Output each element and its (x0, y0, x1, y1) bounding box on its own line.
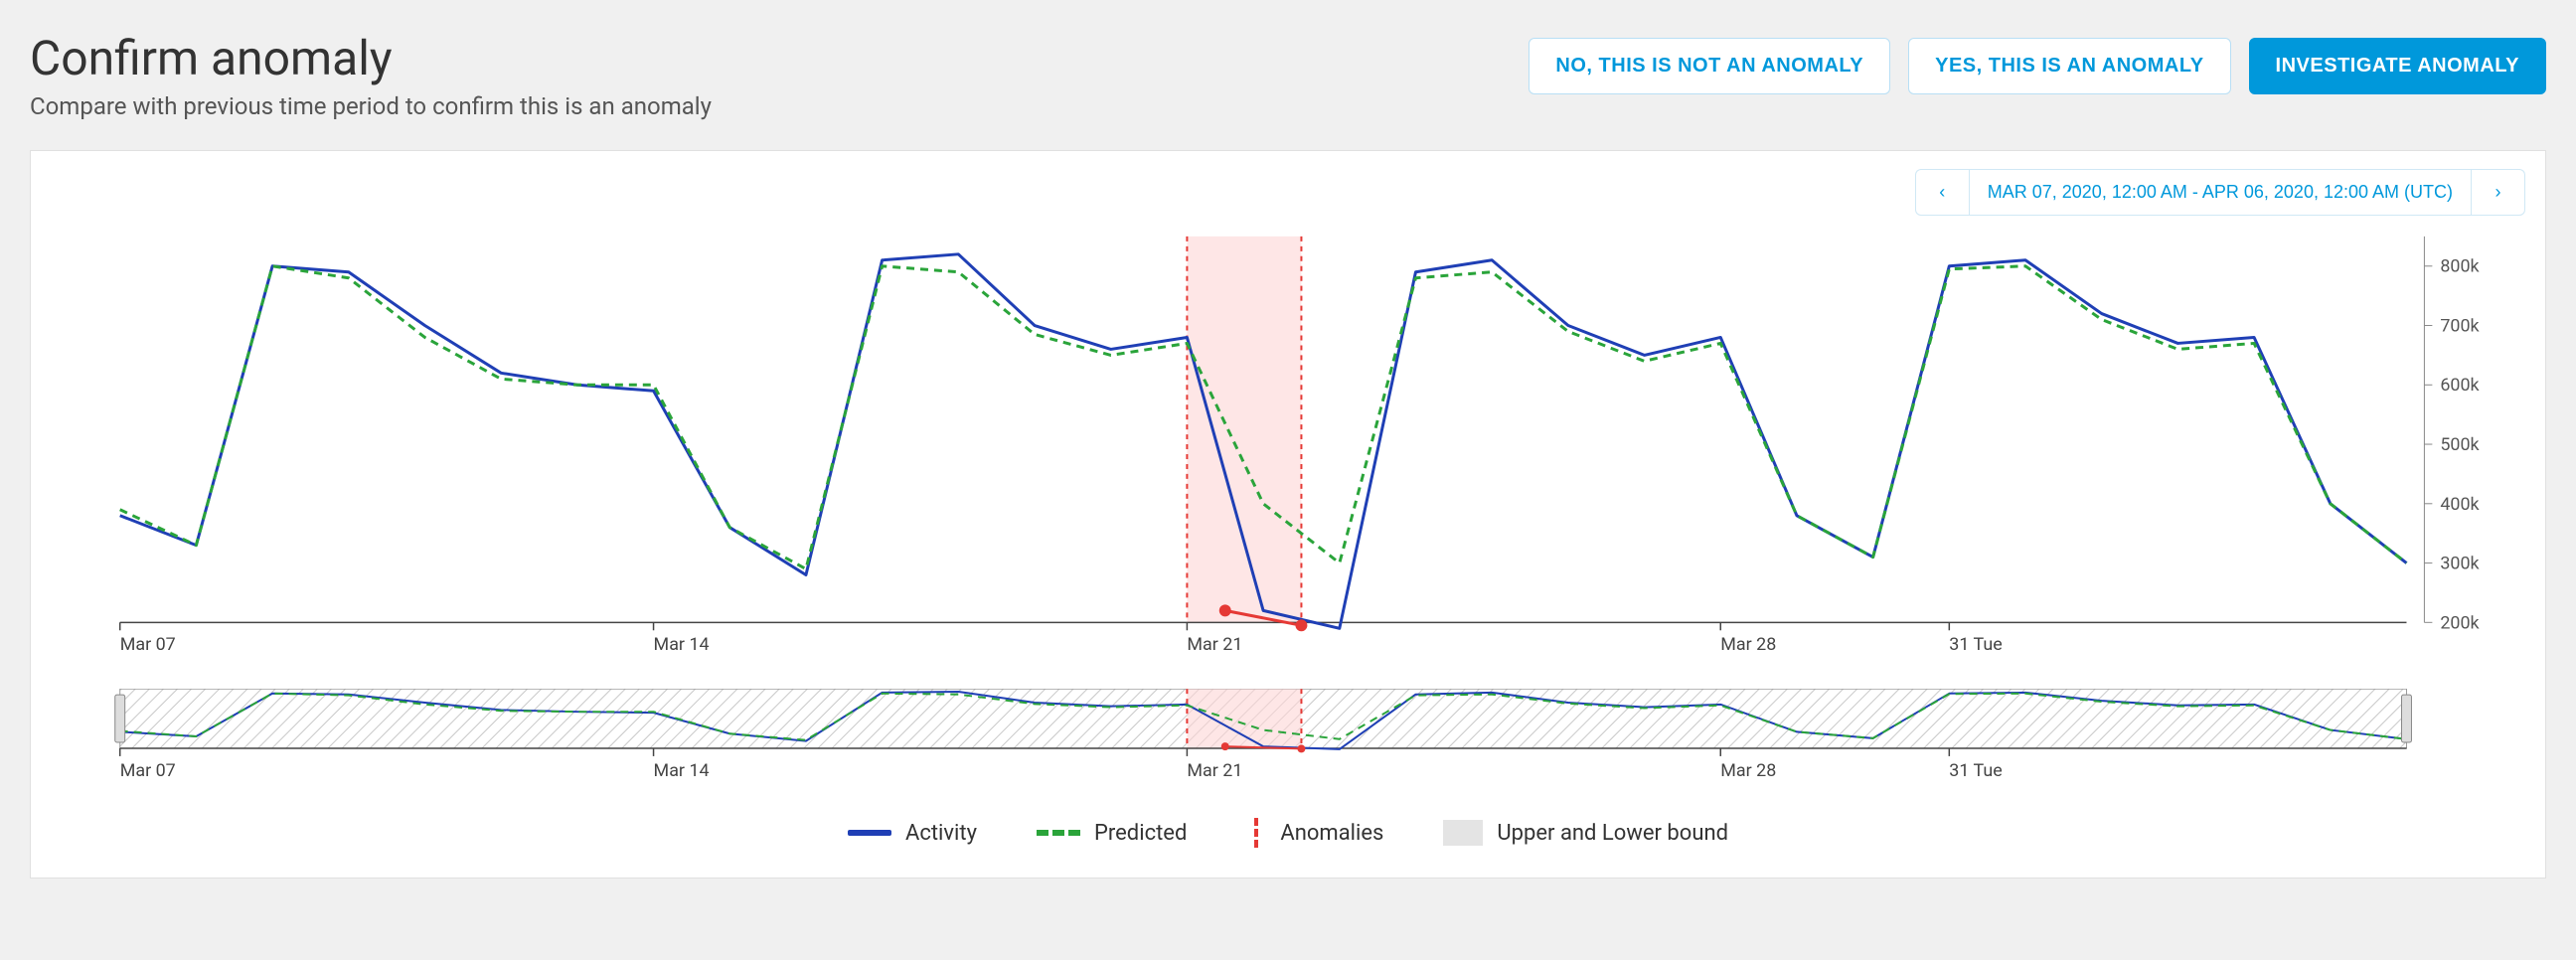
svg-text:Mar 21: Mar 21 (1187, 634, 1242, 655)
svg-text:800k: 800k (2440, 256, 2480, 277)
svg-text:31 Tue: 31 Tue (1949, 634, 2002, 655)
svg-text:700k: 700k (2440, 315, 2480, 336)
not-anomaly-button[interactable]: NO, THIS IS NOT AN ANOMALY (1529, 38, 1890, 94)
svg-text:Mar 07: Mar 07 (120, 634, 176, 655)
legend-swatch-activity (848, 830, 891, 836)
svg-text:31 Tue: 31 Tue (1949, 760, 2002, 781)
svg-text:Mar 14: Mar 14 (654, 634, 710, 655)
action-button-group: NO, THIS IS NOT AN ANOMALY YES, THIS IS … (1529, 38, 2546, 94)
legend-swatch-predicted (1037, 830, 1080, 836)
svg-text:Mar 21: Mar 21 (1187, 760, 1242, 781)
chart-card: ‹ MAR 07, 2020, 12:00 AM - APR 06, 2020,… (30, 150, 2546, 879)
legend-anomalies: Anomalies (1246, 818, 1383, 848)
page-subtitle: Compare with previous time period to con… (30, 92, 712, 120)
is-anomaly-button[interactable]: YES, THIS IS AN ANOMALY (1908, 38, 2230, 94)
svg-text:Mar 14: Mar 14 (654, 760, 710, 781)
legend-swatch-bounds (1443, 820, 1483, 846)
legend-bounds: Upper and Lower bound (1443, 820, 1728, 846)
anomaly-mini-chart[interactable]: Mar 07 Mar 14 Mar 21 Mar 28 31 Tue (51, 689, 2525, 788)
legend-label-anomalies: Anomalies (1280, 821, 1383, 846)
svg-text:200k: 200k (2440, 612, 2480, 633)
legend-label-bounds: Upper and Lower bound (1497, 821, 1728, 846)
svg-text:300k: 300k (2440, 554, 2480, 574)
date-range-next-button[interactable]: › (2472, 169, 2525, 216)
date-range-prev-button[interactable]: ‹ (1915, 169, 1969, 216)
date-range-label-button[interactable]: MAR 07, 2020, 12:00 AM - APR 06, 2020, 1… (1969, 169, 2472, 216)
svg-text:Mar 07: Mar 07 (120, 760, 176, 781)
legend-predicted: Predicted (1037, 821, 1187, 846)
page-title: Confirm anomaly (30, 30, 712, 86)
investigate-anomaly-button[interactable]: INVESTIGATE ANOMALY (2249, 38, 2546, 94)
svg-text:400k: 400k (2440, 494, 2480, 515)
legend-swatch-anomalies (1246, 818, 1266, 848)
svg-text:600k: 600k (2440, 375, 2480, 396)
svg-text:Mar 28: Mar 28 (1720, 760, 1776, 781)
svg-text:500k: 500k (2440, 434, 2480, 455)
legend-label-predicted: Predicted (1094, 821, 1187, 846)
legend-label-activity: Activity (905, 821, 977, 846)
chart-legend: Activity Predicted Anomalies Upper and L… (51, 818, 2525, 848)
anomaly-main-chart: 200k 300k 400k 500k 600k 700k 800k Mar 07 Mar 14… (51, 226, 2525, 683)
date-range-selector: ‹ MAR 07, 2020, 12:00 AM - APR 06, 2020,… (51, 169, 2525, 216)
svg-text:Mar 28: Mar 28 (1720, 634, 1776, 655)
legend-activity: Activity (848, 821, 977, 846)
